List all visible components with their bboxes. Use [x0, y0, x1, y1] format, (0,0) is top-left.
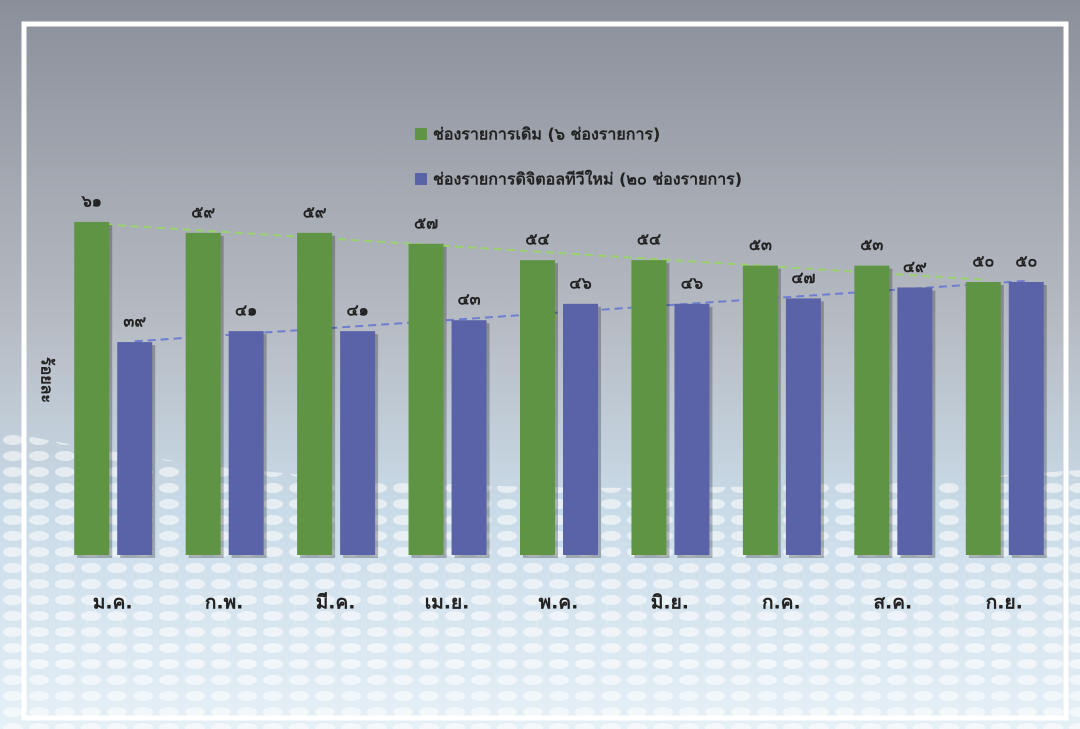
trend-line — [91, 222, 984, 281]
x-tick-label: ก.พ. — [205, 592, 243, 614]
bar — [965, 282, 1001, 555]
bar — [340, 331, 376, 555]
bar — [631, 260, 667, 555]
x-tick-label: ก.ย. — [986, 592, 1023, 614]
legend-label: ช่องรายการดิจิตอลทีวีใหม่ (๒๐ ช่องรายการ… — [433, 170, 742, 189]
value-label: ๔๓ — [458, 290, 481, 309]
legend-swatch — [415, 128, 427, 140]
value-label: ๓๙ — [123, 312, 146, 331]
value-label: ๖๑ — [81, 191, 102, 210]
value-label: ๔๑ — [235, 301, 257, 320]
value-label: ๕๐ — [972, 252, 994, 271]
bar — [785, 298, 821, 555]
value-label: ๕๓ — [860, 235, 883, 254]
x-tick-label: ม.ค. — [93, 592, 133, 614]
legend-swatch — [415, 173, 427, 185]
bar — [897, 287, 933, 555]
bar — [408, 243, 444, 555]
x-tick-label: พ.ค. — [539, 592, 579, 614]
bar — [297, 232, 333, 556]
value-label: ๕๐ — [1015, 252, 1037, 271]
x-tick-label: ส.ค. — [873, 592, 912, 614]
value-label: ๔๗ — [791, 268, 815, 287]
y-axis-label: ร้อยละ — [38, 357, 57, 403]
bar — [674, 303, 710, 555]
value-label: ๕๙ — [191, 202, 215, 221]
bar — [854, 265, 890, 555]
value-label: ๔๖ — [569, 273, 591, 292]
value-label: ๔๑ — [346, 301, 368, 320]
value-label: ๕๙ — [303, 202, 327, 221]
bar — [228, 331, 264, 555]
bar — [520, 260, 555, 555]
value-label: ๕๔ — [525, 230, 549, 249]
value-label: ๕๗ — [414, 213, 438, 232]
bar — [563, 303, 598, 555]
legend-label: ช่องรายการเดิม (๖ ช่องรายการ) — [433, 125, 660, 144]
bar — [74, 221, 110, 555]
value-label: ๔๙ — [903, 257, 927, 276]
x-tick-label: มิ.ย. — [651, 592, 689, 614]
frame — [21, 21, 1069, 721]
x-tick-label: ก.ค. — [762, 592, 801, 614]
value-label: ๕๔ — [637, 230, 661, 249]
value-label: ๔๖ — [681, 273, 703, 292]
value-label: ๕๓ — [749, 235, 772, 254]
bar — [742, 265, 778, 555]
x-tick-label: เม.ย. — [425, 592, 470, 614]
bar — [1008, 282, 1044, 555]
x-tick-label: มี.ค. — [316, 592, 356, 614]
bar — [185, 232, 221, 556]
bar — [451, 320, 487, 555]
bar — [117, 342, 153, 555]
